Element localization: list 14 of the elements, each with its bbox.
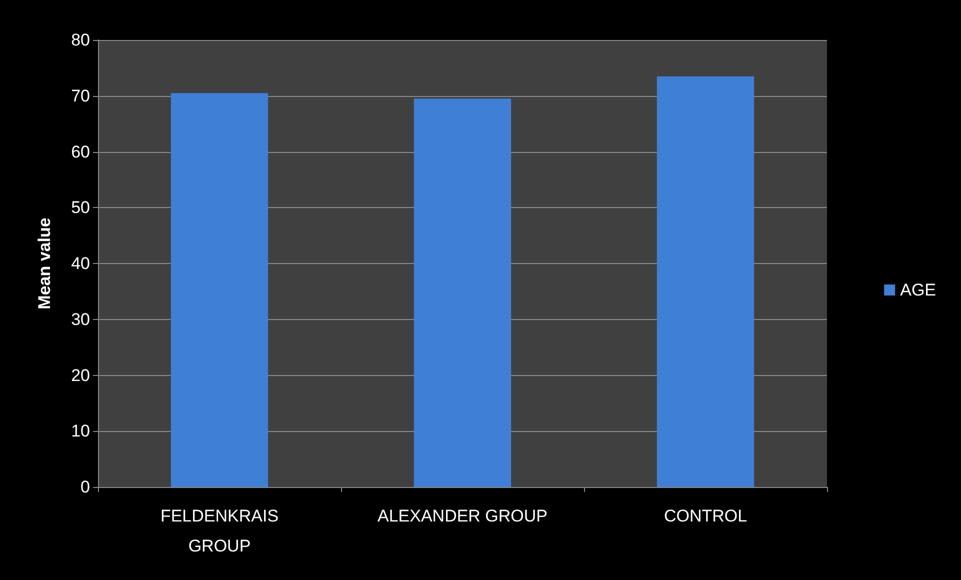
y-tick-label: 30	[71, 310, 90, 329]
y-axis-title: Mean value	[35, 218, 54, 310]
x-tick-label: FELDENKRAIS GROUP	[160, 506, 279, 556]
x-tick-label: CONTROL	[664, 506, 748, 526]
y-tick-label: 20	[71, 366, 90, 385]
y-tick-label: 70	[71, 86, 90, 106]
y-tick-label: 0	[80, 478, 90, 496]
y-tick-label: 80	[71, 30, 90, 50]
y-tick-label: 50	[71, 198, 90, 218]
y-tick-label: 10	[71, 422, 90, 441]
legend-label: AGE	[900, 280, 936, 300]
y-tick-label: 40	[71, 254, 90, 273]
x-tick-label: ALEXANDER GROUP	[377, 506, 548, 526]
y-tick-label: 60	[71, 142, 90, 162]
